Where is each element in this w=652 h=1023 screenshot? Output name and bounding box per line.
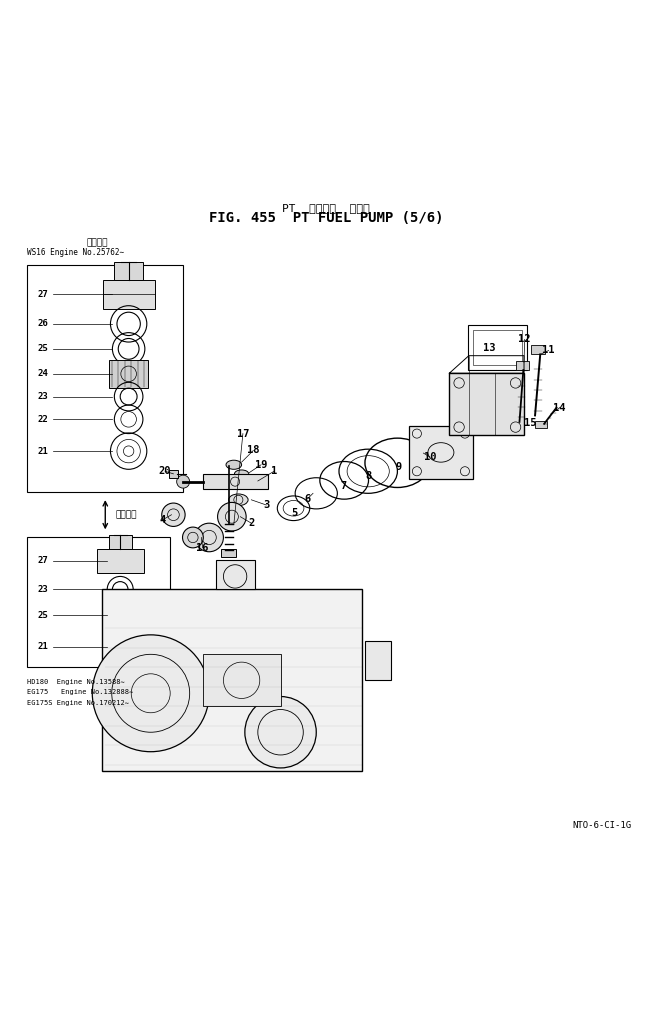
Bar [109,359,148,388]
Bar [516,361,529,370]
Text: 14: 14 [554,403,566,412]
Text: 22: 22 [37,414,48,424]
Text: 1: 1 [271,466,277,477]
Circle shape [195,523,224,551]
Text: 27: 27 [37,557,48,566]
Text: WS16 Engine No.25762∼: WS16 Engine No.25762∼ [27,248,125,257]
Bar [27,265,183,492]
Text: EG175   Engine No.132888∼: EG175 Engine No.132888∼ [27,690,134,696]
Text: 21: 21 [37,642,48,651]
Text: 20: 20 [158,466,171,477]
Bar [203,475,267,489]
Text: 27: 27 [37,290,48,299]
Bar [467,324,527,370]
Text: 15: 15 [524,418,536,429]
Text: 7: 7 [340,481,347,491]
Text: 23: 23 [37,585,48,594]
Text: 6: 6 [304,493,311,503]
Circle shape [162,503,185,527]
Bar [97,549,143,573]
Circle shape [177,475,190,488]
Text: 10: 10 [424,452,436,462]
Text: 23: 23 [37,392,48,401]
Text: 12: 12 [518,335,531,345]
Text: 21: 21 [37,447,48,455]
Ellipse shape [226,460,242,470]
Text: PT  フェエル  ボンプ: PT フェエル ボンプ [282,203,370,213]
Ellipse shape [235,470,249,478]
Text: 24: 24 [37,369,48,379]
Bar [473,329,522,365]
Circle shape [245,697,316,768]
Ellipse shape [229,494,248,505]
Text: 適用番号: 適用番号 [87,238,108,248]
Text: 5: 5 [291,508,298,519]
Text: 13: 13 [483,343,496,353]
Bar [102,280,155,309]
Bar [169,470,178,478]
Text: 8: 8 [365,471,372,481]
Circle shape [93,635,209,752]
Text: 適用番号: 適用番号 [115,510,136,520]
Text: FIG. 455  PT FUEL PUMP (5/6): FIG. 455 PT FUEL PUMP (5/6) [209,211,443,225]
Text: 9: 9 [396,462,402,473]
Text: 4: 4 [159,515,166,525]
Bar [203,655,280,706]
Bar [449,373,524,435]
Text: NTO-6-CI-1G: NTO-6-CI-1G [572,820,631,830]
Bar [531,345,546,354]
Text: EG175S Engine No.170212∼: EG175S Engine No.170212∼ [27,700,129,706]
Text: 25: 25 [37,611,48,620]
Bar [535,420,547,429]
Text: 19: 19 [255,459,267,470]
Bar [365,641,391,680]
Bar [27,537,170,667]
Text: HD180  Engine No.13588∼: HD180 Engine No.13588∼ [27,679,125,685]
Text: 17: 17 [237,429,249,439]
Bar [409,426,473,479]
Bar [108,535,132,549]
Text: 18: 18 [247,445,259,455]
Bar [221,549,237,557]
Bar [102,589,362,771]
Text: 25: 25 [37,345,48,353]
Text: 16: 16 [196,543,209,552]
Text: 11: 11 [542,346,555,356]
Circle shape [183,527,203,548]
Bar [114,262,143,280]
Text: 26: 26 [37,319,48,328]
Text: 2: 2 [248,519,254,528]
Text: 3: 3 [263,500,269,510]
Bar [216,561,254,589]
Circle shape [218,502,246,531]
